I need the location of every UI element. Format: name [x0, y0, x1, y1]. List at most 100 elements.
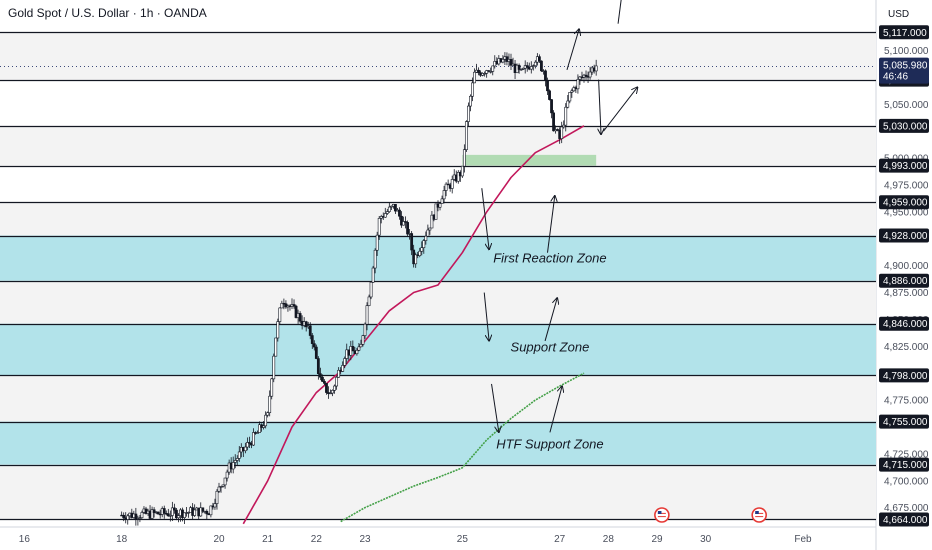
candle[interactable] — [201, 507, 205, 514]
candle[interactable] — [363, 322, 367, 339]
candle[interactable] — [162, 505, 166, 519]
candle[interactable] — [564, 103, 568, 132]
candle[interactable] — [371, 265, 375, 283]
candle[interactable] — [428, 227, 432, 235]
candle[interactable] — [414, 252, 418, 268]
candle[interactable] — [444, 182, 448, 197]
candle[interactable] — [438, 201, 442, 211]
candle[interactable] — [560, 121, 564, 144]
level-price-tag[interactable]: 4,928.000 — [879, 228, 929, 243]
candles[interactable] — [120, 52, 598, 526]
candle[interactable] — [410, 231, 414, 256]
candle[interactable] — [576, 74, 580, 94]
candle[interactable] — [548, 89, 551, 101]
candle[interactable] — [172, 503, 176, 514]
candle[interactable] — [298, 311, 302, 324]
candle[interactable] — [440, 195, 444, 204]
candle[interactable] — [136, 515, 140, 526]
candle[interactable] — [594, 59, 598, 76]
candle[interactable] — [359, 339, 363, 348]
candle[interactable] — [365, 302, 369, 331]
candle[interactable] — [394, 204, 397, 214]
candle[interactable] — [521, 67, 525, 71]
candle[interactable] — [170, 501, 174, 522]
candle[interactable] — [377, 216, 381, 240]
candle[interactable] — [525, 62, 529, 72]
candle[interactable] — [316, 356, 320, 380]
candle[interactable] — [483, 71, 487, 77]
candle[interactable] — [404, 216, 407, 229]
candle[interactable] — [544, 69, 547, 87]
candle[interactable] — [420, 241, 424, 256]
candle[interactable] — [329, 389, 332, 395]
candle[interactable] — [310, 333, 314, 349]
candle[interactable] — [312, 340, 316, 351]
candle[interactable] — [304, 320, 308, 332]
candle[interactable] — [491, 65, 495, 76]
candle[interactable] — [351, 340, 355, 352]
candle[interactable] — [537, 54, 541, 63]
candle[interactable] — [266, 411, 270, 418]
candle[interactable] — [278, 307, 282, 325]
candle[interactable] — [430, 210, 434, 229]
candle[interactable] — [550, 99, 553, 119]
us-flag-event-icon[interactable] — [751, 507, 768, 523]
candle[interactable] — [355, 347, 359, 356]
us-flag-event-icon[interactable] — [654, 507, 670, 523]
candle[interactable] — [138, 515, 142, 523]
candle[interactable] — [223, 477, 227, 489]
candle[interactable] — [325, 383, 328, 395]
candle[interactable] — [422, 239, 426, 254]
candle[interactable] — [375, 231, 379, 256]
candle[interactable] — [424, 231, 428, 245]
candle[interactable] — [233, 454, 237, 469]
candle[interactable] — [389, 205, 393, 210]
candle[interactable] — [243, 442, 247, 454]
candle[interactable] — [361, 334, 365, 347]
candle[interactable] — [572, 85, 576, 92]
candle[interactable] — [205, 509, 209, 520]
candle[interactable] — [460, 165, 464, 178]
candle[interactable] — [258, 421, 261, 433]
candle[interactable] — [540, 60, 543, 73]
candle[interactable] — [487, 70, 491, 73]
candle[interactable] — [562, 120, 566, 129]
candle[interactable] — [426, 224, 430, 237]
level-price-tag[interactable]: 4,755.000 — [879, 414, 929, 429]
candle[interactable] — [294, 304, 298, 319]
candle[interactable] — [570, 88, 574, 98]
candle[interactable] — [456, 170, 460, 184]
candle[interactable] — [231, 456, 235, 474]
level-price-tag[interactable]: 4,664.000 — [879, 512, 929, 527]
candle[interactable] — [235, 455, 239, 465]
candle[interactable] — [406, 220, 409, 237]
candle[interactable] — [398, 207, 401, 220]
candle[interactable] — [245, 437, 249, 451]
candle[interactable] — [509, 53, 513, 70]
candle[interactable] — [578, 76, 582, 85]
candle[interactable] — [566, 94, 570, 109]
candle[interactable] — [335, 375, 339, 390]
candle[interactable] — [464, 120, 468, 152]
candle[interactable] — [418, 247, 422, 258]
candle[interactable] — [546, 77, 549, 96]
candle[interactable] — [219, 485, 223, 493]
candle[interactable] — [552, 110, 555, 132]
candle[interactable] — [308, 322, 312, 340]
candle[interactable] — [321, 374, 324, 382]
candle[interactable] — [519, 68, 523, 71]
candle[interactable] — [225, 469, 229, 482]
candle[interactable] — [284, 300, 288, 309]
candle[interactable] — [369, 281, 373, 300]
candle[interactable] — [140, 510, 144, 519]
candle[interactable] — [517, 63, 521, 74]
candle[interactable] — [400, 211, 403, 228]
horizontal-levels[interactable] — [0, 31, 876, 521]
level-price-tag[interactable]: 4,798.000 — [879, 368, 929, 383]
candle[interactable] — [193, 504, 197, 517]
candle[interactable] — [446, 179, 450, 186]
level-price-tag[interactable]: 4,959.000 — [879, 195, 929, 210]
candle[interactable] — [373, 248, 377, 274]
candle[interactable] — [221, 484, 225, 488]
price-axis[interactable]: 5,100.0005,050.0005,000.0004,975.0004,95… — [879, 25, 929, 527]
